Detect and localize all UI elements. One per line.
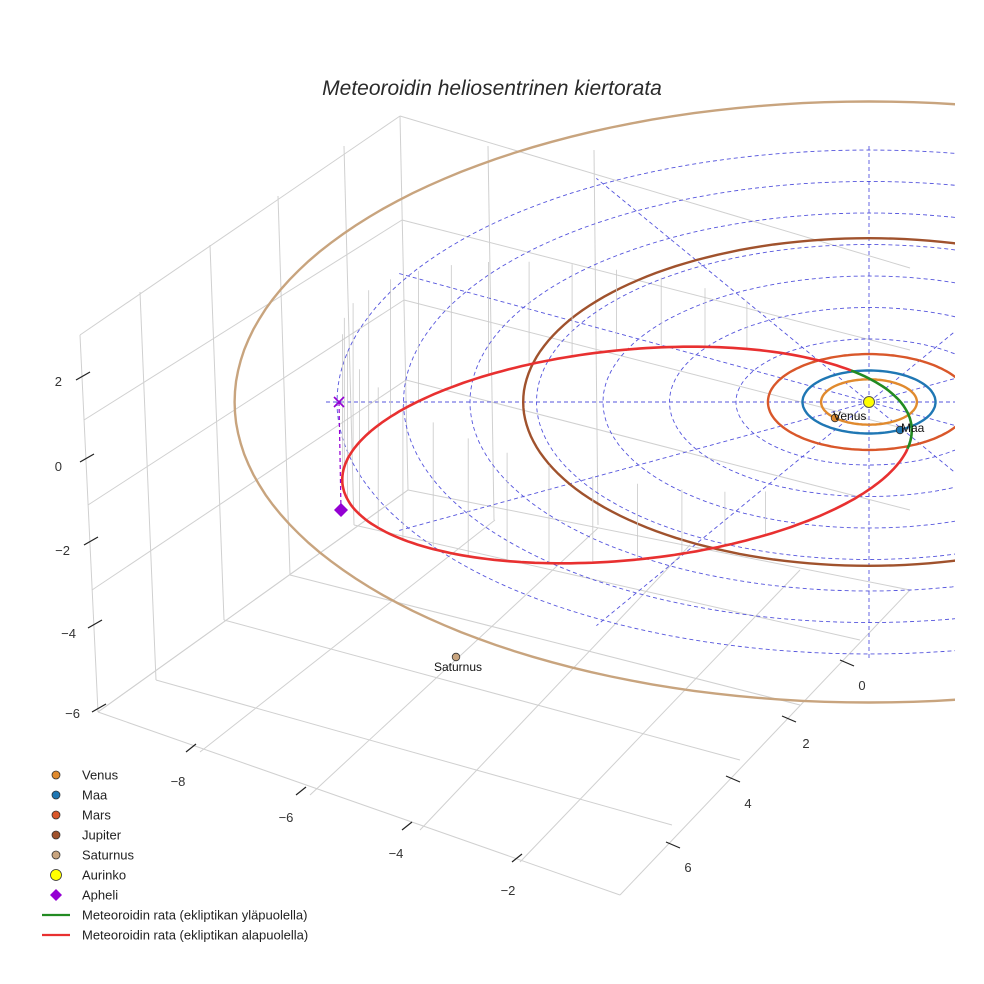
orbit-saturnus [233, 100, 955, 704]
meteoroid-orbit-above [850, 369, 913, 450]
z-axis-ticks: 2 0 −2 −4 −6 [55, 374, 80, 721]
x-tick-label: −8 [171, 774, 186, 789]
legend-item: Mars [51, 808, 111, 823]
legend-label: Apheli [82, 888, 118, 903]
y-tick-label: 4 [744, 796, 751, 811]
planet-label-mars: Ma [961, 418, 978, 432]
y-tick-label: 2 [802, 736, 809, 751]
chart-title: Meteoroidin heliosentrinen kiertorata [322, 77, 662, 100]
axis-tick-marks [75, 371, 855, 863]
x-tick-label: −6 [279, 810, 294, 825]
z-tick-label: −2 [55, 543, 70, 558]
z-tick-label: 2 [55, 374, 62, 389]
axis-pane-grid [79, 115, 911, 896]
legend-swatch [51, 850, 61, 860]
legend-label: Meteoroidin rata (ekliptikan yläpuolella… [82, 908, 307, 923]
legend-label: Jupiter [82, 828, 122, 843]
legend-item: Saturnus [51, 848, 135, 863]
orbit-jupiter [521, 236, 955, 568]
legend-label: Saturnus [82, 848, 135, 863]
orbit-drop-lines [341, 261, 766, 564]
meteoroid-orbit-below [341, 345, 909, 565]
sun-marker [863, 396, 875, 408]
ecliptic-spoke [396, 272, 870, 403]
x-tick-label: −4 [389, 846, 404, 861]
z-tick-label: 0 [55, 459, 62, 474]
planet-label-saturnus: Saturnus [434, 660, 482, 674]
x-axis-ticks: −8 −6 −4 −2 [171, 774, 516, 898]
legend-item: Jupiter [51, 828, 122, 843]
planet-marker-venus [830, 413, 840, 423]
legend-swatch [51, 830, 61, 840]
ecliptic-spoke [868, 330, 955, 403]
orbit-mars [766, 352, 955, 452]
planet-marker-maa [895, 425, 905, 435]
legend-item: Aurinko [50, 868, 126, 883]
legend-label: Meteoroidin rata (ekliptikan alapuolella… [82, 928, 308, 943]
planet-marker-saturnus [451, 652, 461, 662]
legend-item: Apheli [50, 888, 118, 903]
legend: Venus Maa Mars Jupiter Saturnus Aurinko Apheli… [42, 768, 308, 943]
y-axis-ticks: 0 2 4 6 [684, 678, 865, 875]
ecliptic-spoke [868, 401, 955, 426]
ecliptic-spoke [868, 378, 955, 403]
orbit-venus [819, 378, 919, 426]
planet-label-maa: Maa [901, 421, 925, 435]
y-tick-label: 0 [858, 678, 865, 693]
legend-label: Venus [82, 768, 119, 783]
legend-swatch [50, 869, 62, 881]
ecliptic-grid [323, 143, 955, 661]
legend-item: Maa [51, 788, 108, 803]
legend-label: Aurinko [82, 868, 126, 883]
legend-label: Maa [82, 788, 108, 803]
ecliptic-spoke [396, 401, 870, 532]
legend-item: Meteoroidin rata (ekliptikan alapuolella… [42, 928, 308, 943]
legend-swatch [51, 770, 61, 780]
ecliptic-spoke [596, 177, 870, 403]
aphelion-marker [334, 503, 348, 517]
body-markers: Venus Maa Ma Saturnus [333, 396, 978, 674]
legend-item: Meteoroidin rata (ekliptikan yläpuolella… [42, 908, 307, 923]
legend-swatch [51, 810, 61, 820]
legend-label: Mars [82, 808, 111, 823]
legend-swatch [50, 889, 62, 901]
aphelion-projection-marker [333, 396, 345, 408]
planet-label-venus: Venus [833, 409, 866, 423]
ecliptic-spoke [596, 401, 870, 627]
legend-swatch [51, 790, 61, 800]
z-tick-label: −6 [65, 706, 80, 721]
x-tick-label: −2 [501, 883, 516, 898]
aphelion-drop-line [338, 401, 342, 511]
meteoroid-orbit [341, 345, 913, 565]
ecliptic-spoke [868, 401, 955, 474]
z-tick-label: −4 [61, 626, 76, 641]
legend-item: Venus [51, 768, 119, 783]
y-tick-label: 6 [684, 860, 691, 875]
